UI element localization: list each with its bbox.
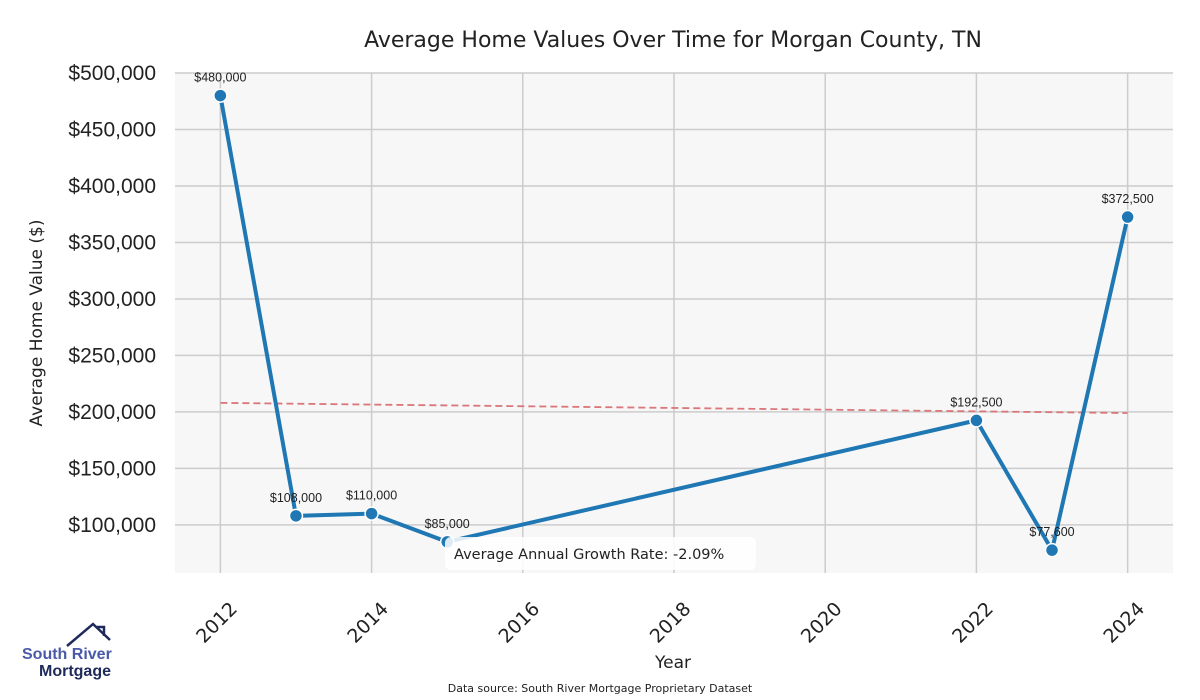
- data-label: $192,500: [950, 395, 1002, 409]
- x-tick-label: 2014: [343, 598, 393, 648]
- data-labels: $480,000 $108,000 $110,000 $85,000 $192,500 $…: [194, 71, 1153, 540]
- data-label: $480,000: [194, 71, 246, 85]
- trend-line: [220, 401, 1128, 414]
- logo-text-line2: Mortgage: [39, 663, 111, 680]
- data-point: [969, 413, 984, 428]
- x-axis-label: Year: [654, 653, 691, 673]
- y-tick-label: $500,000: [68, 62, 156, 85]
- x-tick-label: 2024: [1099, 598, 1149, 648]
- chart-title: Average Home Values Over Time for Morgan…: [364, 28, 982, 53]
- house-roof-icon: [66, 622, 111, 647]
- data-label: $372,500: [1102, 192, 1154, 206]
- y-tick-label: $350,000: [68, 231, 156, 254]
- data-point: [364, 506, 379, 521]
- data-source-note: Data source: South River Mortgage Propri…: [448, 682, 753, 695]
- data-point: [213, 88, 228, 103]
- y-tick-label: $400,000: [68, 175, 156, 198]
- y-tick-label: $100,000: [68, 514, 156, 537]
- y-tick-label: $450,000: [68, 118, 156, 141]
- annotation-text: Average Annual Growth Rate: -2.09%: [454, 547, 724, 563]
- growth-rate-annotation: Average Annual Growth Rate: -2.09%: [445, 537, 756, 570]
- y-tick-label: $300,000: [68, 288, 156, 311]
- data-point: [1044, 542, 1060, 558]
- annotation-box: [445, 537, 756, 570]
- data-label: $108,000: [270, 491, 322, 505]
- x-axis-ticks: 2012 2014 2016 2018 2020 2022 2024: [192, 598, 1149, 648]
- grid: [175, 72, 1173, 573]
- x-tick-label: 2012: [192, 598, 242, 648]
- x-tick-label: 2018: [646, 598, 696, 648]
- x-tick-label: 2022: [948, 598, 998, 648]
- data-label: $77,600: [1029, 525, 1074, 539]
- y-tick-label: $250,000: [68, 344, 156, 367]
- data-label: $85,000: [425, 517, 470, 531]
- y-axis-ticks: $100,000 $150,000 $200,000 $250,000 $300,000…: [68, 62, 156, 537]
- y-tick-label: $150,000: [68, 457, 156, 480]
- data-point: [1120, 209, 1135, 225]
- y-axis-label: Average Home Value ($): [27, 220, 47, 427]
- x-tick-label: 2020: [797, 598, 847, 648]
- data-point: [288, 508, 304, 524]
- y-tick-label: $200,000: [68, 401, 156, 424]
- x-tick-label: 2016: [494, 598, 544, 648]
- company-logo: South River Mortgage: [22, 622, 112, 680]
- data-label: $110,000: [346, 489, 397, 503]
- logo-text-line1: South River: [22, 646, 112, 663]
